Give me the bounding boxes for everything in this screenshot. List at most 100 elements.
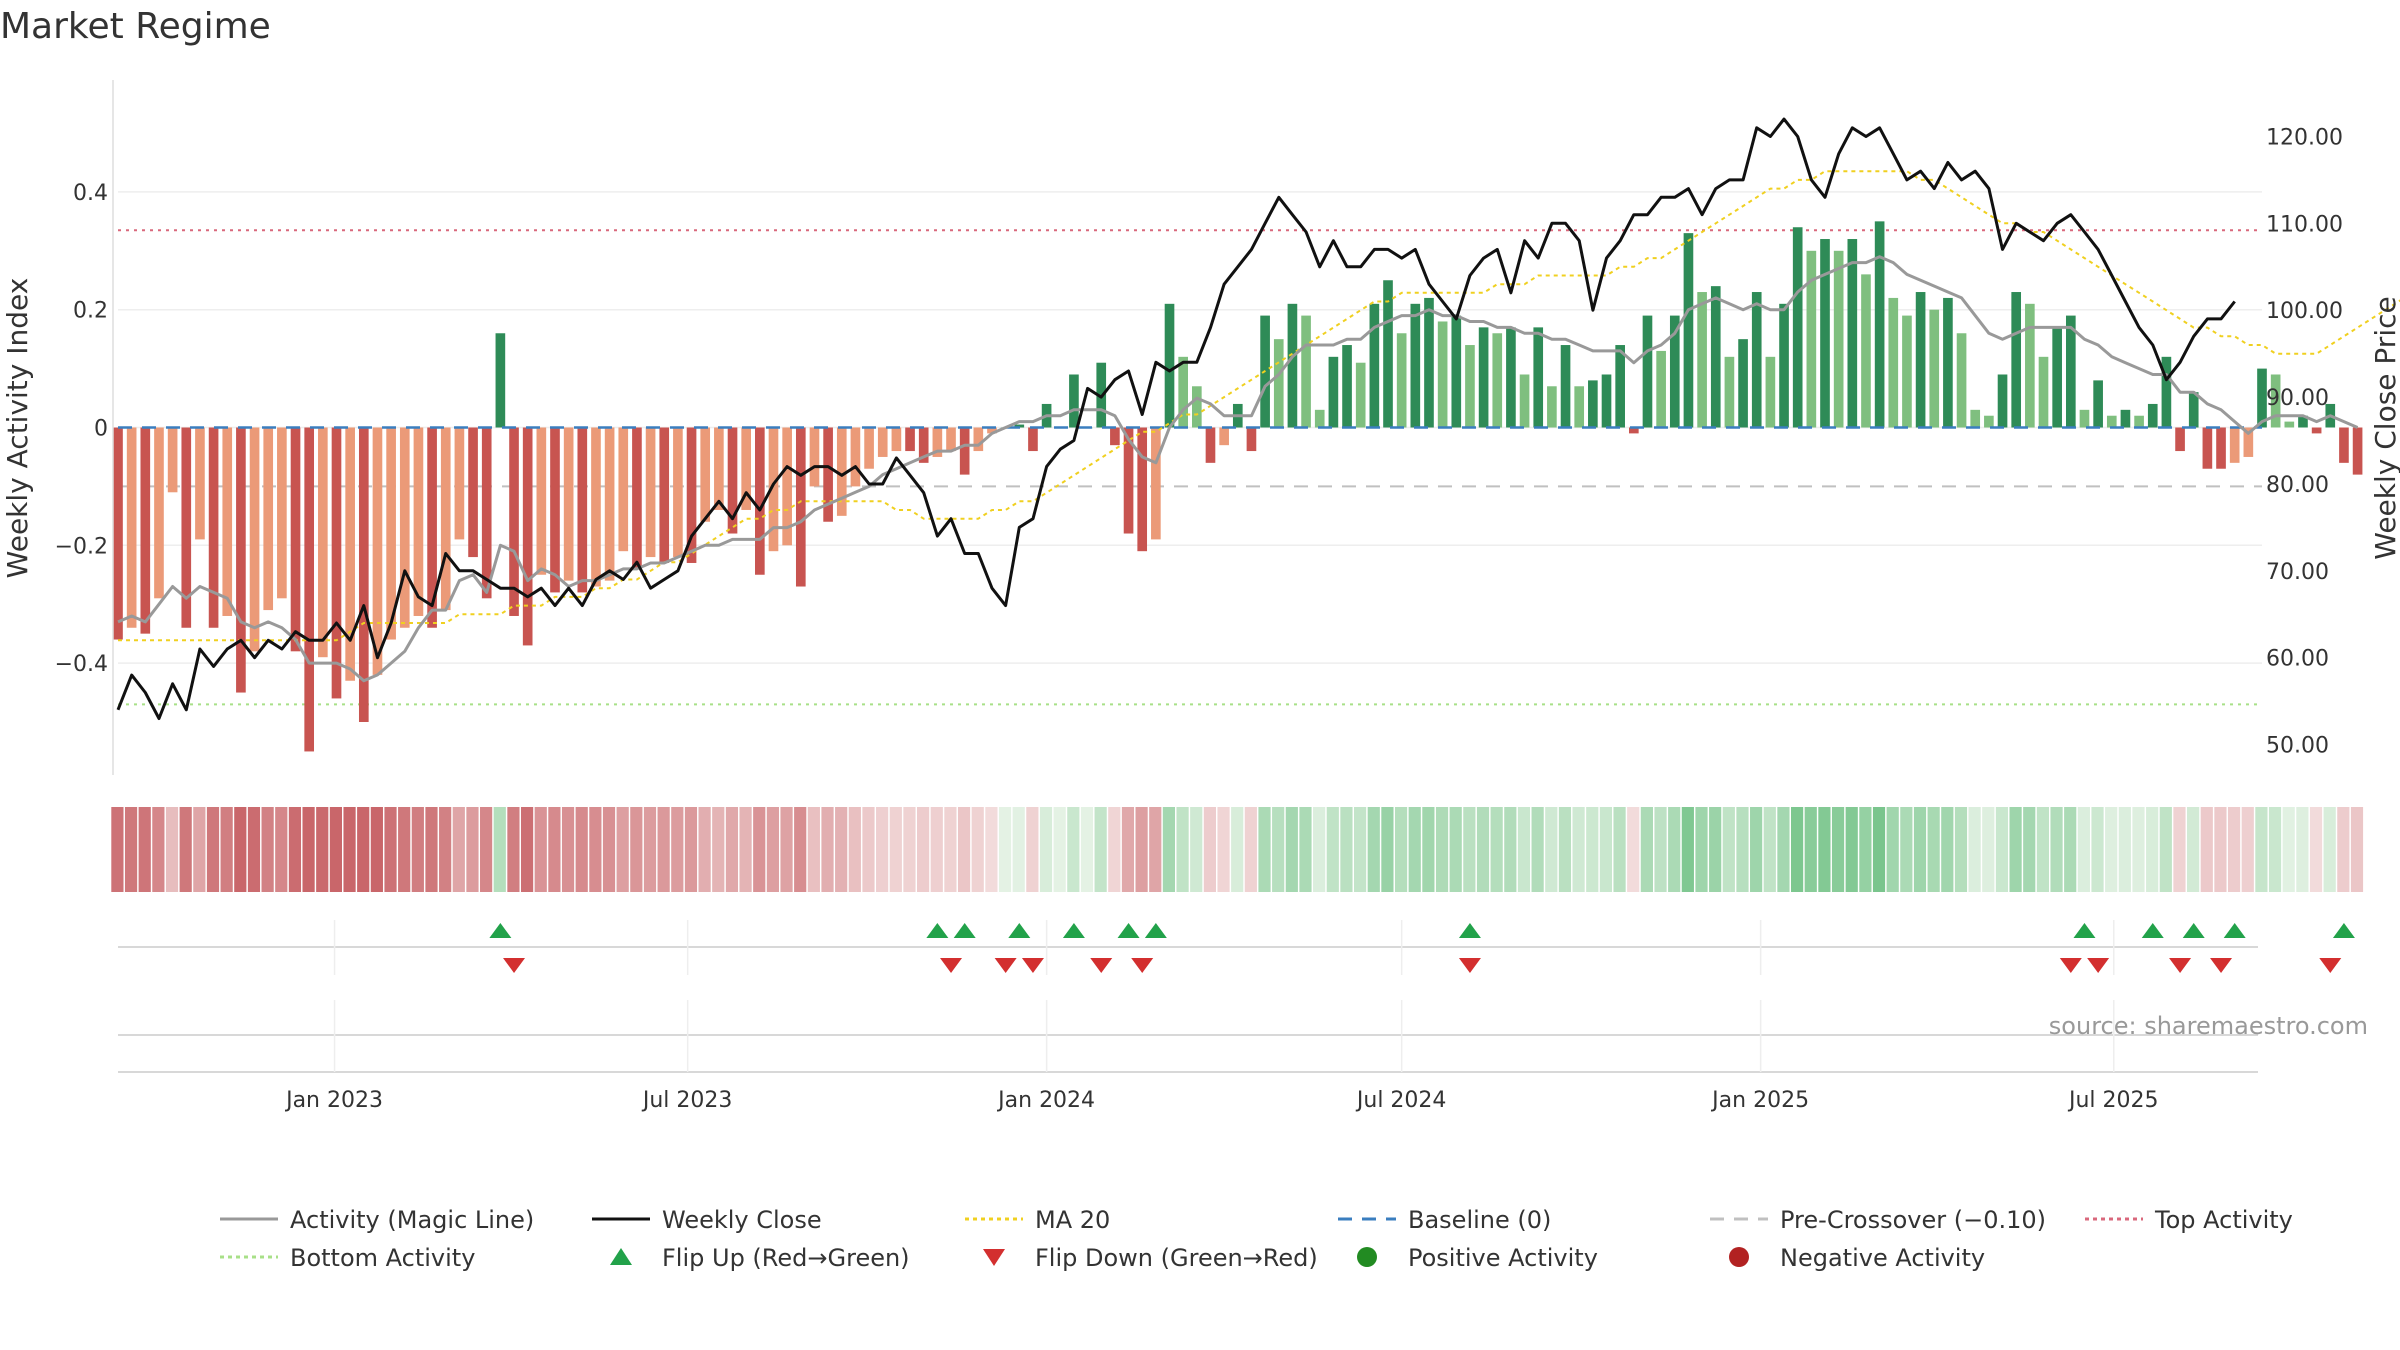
flip-up-marker xyxy=(953,923,976,938)
activity-bar xyxy=(1574,386,1585,428)
regime-strip xyxy=(111,807,2364,892)
regime-strip-cell xyxy=(1012,807,1025,892)
activity-bar xyxy=(905,427,915,452)
activity-bar xyxy=(2025,303,2035,428)
activity-bar xyxy=(1642,315,1653,428)
regime-strip-cell xyxy=(1954,807,1968,892)
regime-strip-cell xyxy=(1463,807,1476,892)
activity-bar xyxy=(154,427,164,599)
activity-bar xyxy=(1984,415,1994,428)
activity-bar xyxy=(768,427,779,552)
left-tick-label: 0.4 xyxy=(73,181,108,206)
regime-strip-cell xyxy=(1504,807,1517,892)
activity-bar xyxy=(1355,362,1366,428)
activity-bar xyxy=(795,427,806,587)
activity-bar xyxy=(345,427,355,681)
regime-strip-cell xyxy=(480,807,493,892)
regime-strip-cell xyxy=(1695,807,1708,892)
x-tick-label: Jul 2023 xyxy=(641,1088,733,1113)
legend-label: Negative Activity xyxy=(1780,1244,1985,1272)
activity-bar xyxy=(946,427,956,452)
regime-strip-cell xyxy=(835,807,848,892)
regime-strip-cell xyxy=(821,807,834,892)
activity-bar xyxy=(495,333,506,428)
activity-bar xyxy=(2352,427,2363,475)
regime-strip-cell xyxy=(138,807,151,892)
flip-up-marker xyxy=(2073,923,2096,938)
regime-strip-cell xyxy=(1872,807,1886,892)
legend-label: Activity (Magic Line) xyxy=(290,1206,534,1234)
activity-bar xyxy=(2134,415,2144,428)
regime-strip-cell xyxy=(2118,807,2131,892)
activity-bar xyxy=(358,427,369,722)
regime-strip-cell xyxy=(1080,807,1094,892)
regime-strip-cell xyxy=(2350,807,2364,892)
activity-bar xyxy=(167,427,178,493)
activity-bar xyxy=(2284,421,2295,428)
regime-strip-cell xyxy=(261,807,274,892)
activity-bar xyxy=(236,427,246,693)
regime-strip-cell xyxy=(1790,807,1804,892)
regime-strip-cell xyxy=(1176,807,1189,892)
flip-up-marker xyxy=(489,923,512,938)
regime-strip-cell xyxy=(1545,807,1558,892)
regime-strip-cell xyxy=(384,807,397,892)
regime-strip-cell xyxy=(1108,807,1121,892)
regime-strip-cell xyxy=(357,807,370,892)
activity-bar xyxy=(973,427,984,452)
regime-strip-cell xyxy=(316,807,329,892)
activity-bar xyxy=(249,427,260,652)
right-tick-label: 120.00 xyxy=(2266,125,2343,150)
activity-bar xyxy=(1273,339,1284,428)
regime-strip-cell xyxy=(1381,807,1394,892)
regime-strip-cell xyxy=(780,807,793,892)
legend-label: Pre-Crossover (−0.10) xyxy=(1780,1206,2046,1234)
activity-bar xyxy=(2188,392,2199,428)
flip-down-marker xyxy=(2059,958,2082,973)
regime-strip-cell xyxy=(1244,807,1257,892)
activity-bar xyxy=(1861,274,1871,428)
regime-strip-cell xyxy=(1354,807,1367,892)
regime-strip-cell xyxy=(903,807,916,892)
activity-bar xyxy=(1437,321,1448,428)
activity-bar xyxy=(1628,427,1639,434)
activity-bar xyxy=(522,427,533,646)
regime-strip-cell xyxy=(1668,807,1681,892)
regime-strip-cell xyxy=(1435,807,1449,892)
regime-strip-cell xyxy=(1367,807,1380,892)
regime-strip-cell xyxy=(2309,807,2323,892)
regime-strip-cell xyxy=(206,807,220,892)
legend-swatch xyxy=(1357,1247,1377,1267)
regime-strip-cell xyxy=(1476,807,1490,892)
activity-bar xyxy=(1615,345,1625,428)
activity-bar xyxy=(1478,327,1489,428)
source-label: source: sharemaestro.com xyxy=(2049,1012,2368,1040)
activity-bar xyxy=(372,427,383,675)
regime-strip-cell xyxy=(1135,807,1148,892)
legend-label: Flip Down (Green→Red) xyxy=(1035,1244,1318,1272)
flip-up-marker xyxy=(1008,923,1031,938)
regime-strip-cell xyxy=(466,807,479,892)
activity-bar xyxy=(1314,409,1325,428)
flip-down-marker xyxy=(2210,958,2233,973)
activity-bar xyxy=(1697,292,1707,428)
activity-bar xyxy=(1683,233,1694,428)
regime-strip-cell xyxy=(1531,807,1544,892)
regime-strip-cell xyxy=(630,807,643,892)
regime-strip-cell xyxy=(862,807,875,892)
activity-bar xyxy=(959,427,970,475)
activity-bar xyxy=(1369,303,1380,428)
activity-bar xyxy=(1151,427,1161,540)
activity-bar xyxy=(1519,374,1530,428)
regime-strip-cell xyxy=(411,807,424,892)
regime-strip-cell xyxy=(1654,807,1667,892)
legend-item: Pre-Crossover (−0.10) xyxy=(1710,1206,2046,1234)
regime-strip-cell xyxy=(1995,807,2009,892)
activity-bar xyxy=(222,427,233,616)
activity-bar xyxy=(1560,345,1571,428)
activity-bar xyxy=(2011,292,2022,428)
regime-strip-cell xyxy=(1313,807,1326,892)
flip-up-marker xyxy=(1062,923,1085,938)
activity-bar xyxy=(618,427,629,552)
